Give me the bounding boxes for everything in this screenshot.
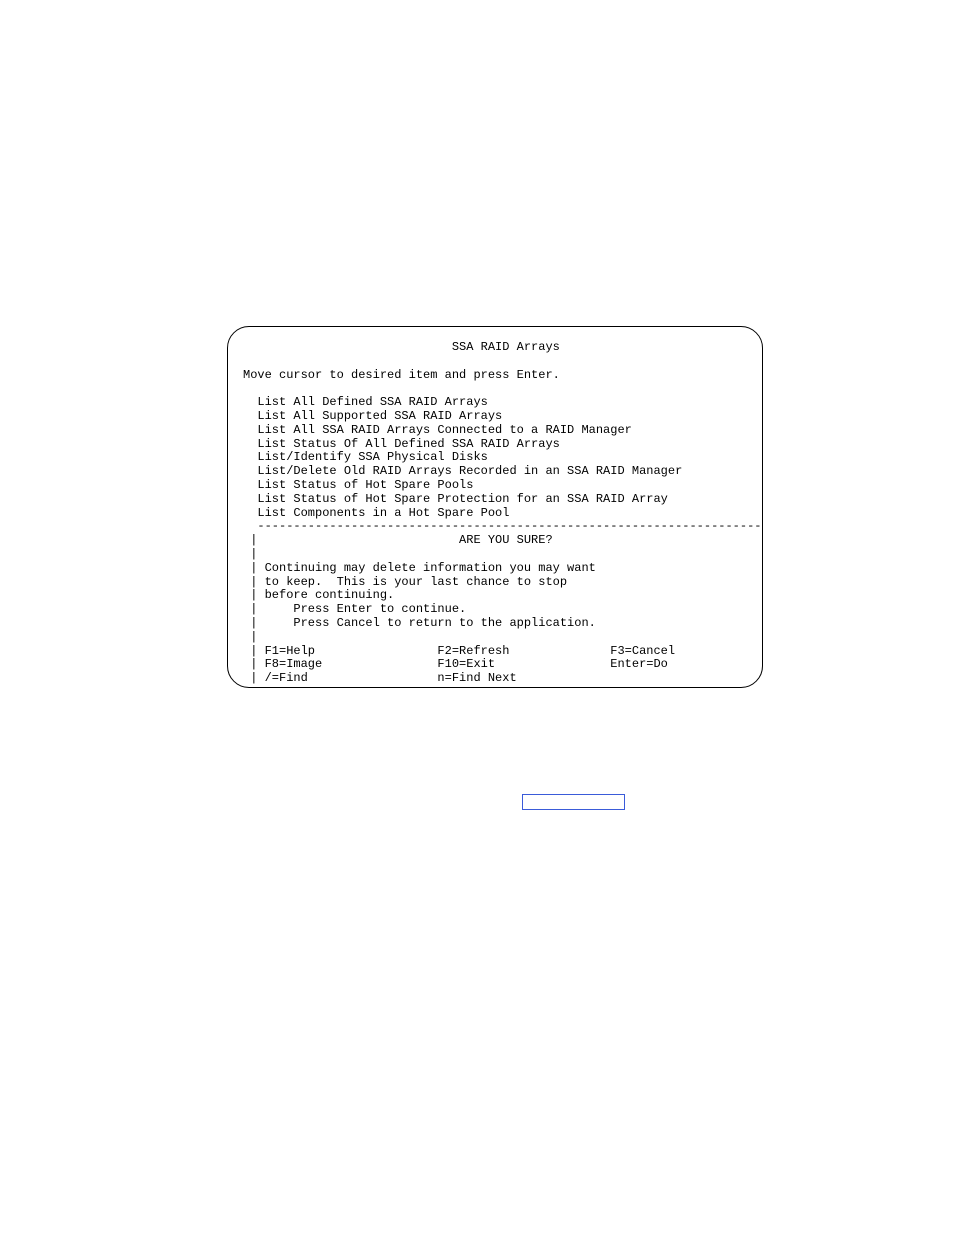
terminal-panel: SSA RAID Arrays Move cursor to desired i…: [227, 326, 763, 688]
page: SSA RAID Arrays Move cursor to desired i…: [0, 0, 954, 1235]
terminal-text[interactable]: SSA RAID Arrays Move cursor to desired i…: [243, 341, 747, 688]
blue-link-box[interactable]: [522, 794, 625, 810]
